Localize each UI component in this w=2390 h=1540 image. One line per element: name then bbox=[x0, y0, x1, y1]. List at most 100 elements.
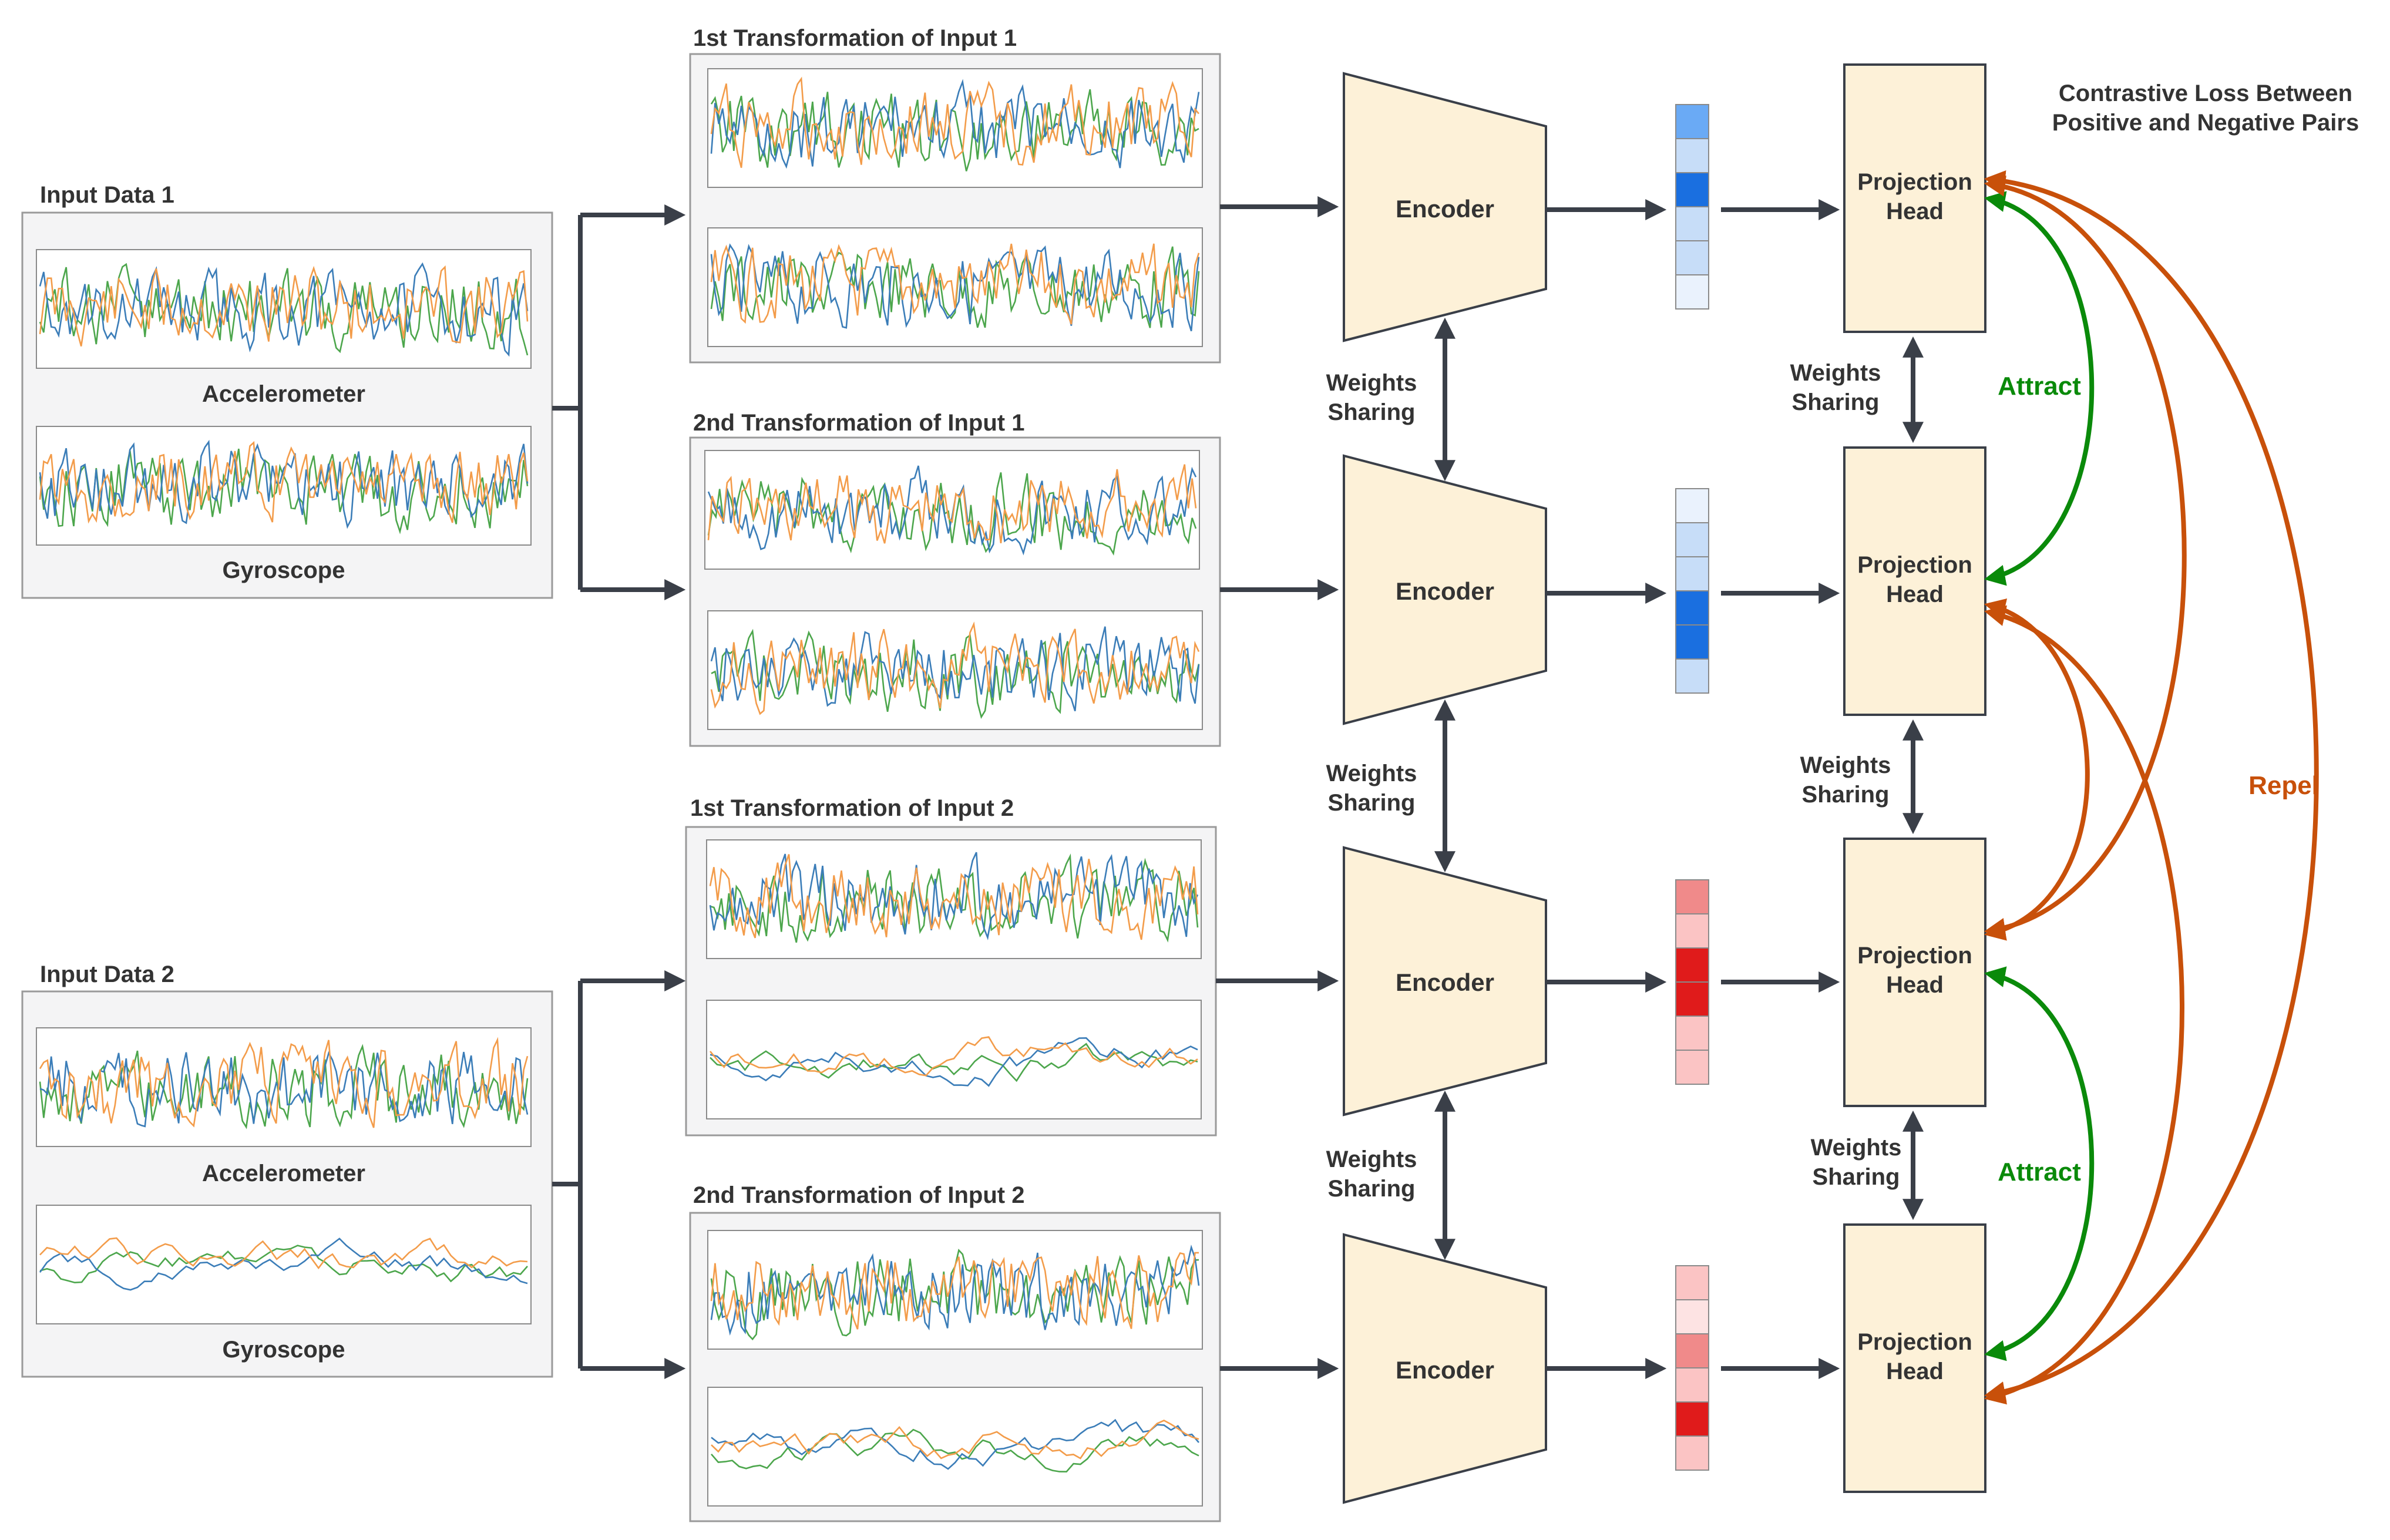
input-2-title: Input Data 2 bbox=[40, 961, 174, 987]
input-1-gyroscope-plot bbox=[36, 426, 532, 546]
signal-trace bbox=[709, 1036, 1198, 1077]
projection-head-4-line2: Head bbox=[1886, 1359, 1944, 1384]
projection-head-4: Projection Head bbox=[1843, 1223, 1986, 1493]
embedding-vector-3 bbox=[1675, 879, 1709, 1085]
signal-trace bbox=[39, 1237, 528, 1270]
embedding-cell bbox=[1675, 488, 1709, 523]
embedding-cell bbox=[1675, 172, 1709, 207]
embedding-cell bbox=[1675, 1435, 1709, 1471]
contrastive-title-line1: Contrastive Loss Between bbox=[2059, 80, 2352, 106]
embedding-cell bbox=[1675, 913, 1709, 949]
signal-trace bbox=[711, 1420, 1199, 1460]
transformation-1-title: 1st Transformation of Input 1 bbox=[693, 25, 1017, 51]
projection-weights-sharing-1-line2: Sharing bbox=[1792, 389, 1880, 415]
embedding-cell bbox=[1675, 947, 1709, 983]
embedding-to-projection-arrows bbox=[1721, 199, 1840, 1379]
signal-trace bbox=[39, 1245, 528, 1284]
repel-label: Repel bbox=[2248, 771, 2319, 800]
signal-trace bbox=[711, 1418, 1199, 1470]
projection-head-3-line1: Projection bbox=[1857, 943, 1972, 969]
encoder-weights-sharing-1-line2: Sharing bbox=[1328, 399, 1416, 425]
encoder-2: Encoder bbox=[1343, 454, 1547, 725]
projection-head-2: Projection Head bbox=[1843, 446, 1986, 716]
signal-trace bbox=[710, 626, 1200, 711]
signal-trace bbox=[710, 243, 1200, 332]
embedding-vector-1 bbox=[1675, 104, 1709, 310]
embedding-cell bbox=[1675, 1367, 1709, 1403]
projection-weights-sharing-2-line2: Sharing bbox=[1802, 782, 1890, 808]
signal-trace bbox=[39, 263, 529, 356]
embedding-cell bbox=[1675, 274, 1709, 310]
embedding-cell bbox=[1675, 1050, 1709, 1085]
signal-trace bbox=[710, 1037, 1198, 1087]
encoder-2-label: Encoder bbox=[1396, 577, 1494, 605]
signal-trace bbox=[710, 79, 1200, 169]
projection-head-1-line2: Head bbox=[1886, 199, 1944, 224]
projection-weights-sharing-2-line1: Weights bbox=[1800, 752, 1891, 778]
signal-trace bbox=[39, 441, 529, 524]
embedding-cell bbox=[1675, 624, 1709, 660]
projection-weights-sharing-3-line2: Sharing bbox=[1813, 1164, 1900, 1190]
signal-trace bbox=[710, 1043, 1198, 1082]
embedding-cell bbox=[1675, 138, 1709, 173]
projection-weights-sharing-3-line1: Weights bbox=[1811, 1135, 1902, 1161]
input-1-title: Input Data 1 bbox=[40, 182, 174, 208]
embedding-cell bbox=[1675, 240, 1709, 275]
projection-head-4-line1: Projection bbox=[1857, 1329, 1972, 1355]
projection-head-3-line2: Head bbox=[1886, 972, 1944, 998]
input-2-gyroscope-label: Gyroscope bbox=[223, 1337, 345, 1363]
signal-trace bbox=[39, 265, 529, 347]
transformation-2-title: 2nd Transformation of Input 1 bbox=[693, 410, 1024, 436]
transformation-4-title: 2nd Transformation of Input 2 bbox=[693, 1182, 1024, 1208]
encoder-to-embedding-arrows bbox=[1546, 199, 1667, 1379]
signal-trace bbox=[710, 853, 1199, 943]
embedding-cell bbox=[1675, 981, 1709, 1017]
encoder-1: Encoder bbox=[1343, 72, 1547, 342]
embedding-cell bbox=[1675, 104, 1709, 139]
signal-trace bbox=[710, 89, 1199, 172]
signal-trace bbox=[39, 262, 529, 357]
signal-trace bbox=[39, 439, 529, 529]
transformation-2-plot-bottom bbox=[707, 610, 1203, 730]
encoder-3: Encoder bbox=[1343, 846, 1547, 1117]
projection-head-3: Projection Head bbox=[1843, 838, 1986, 1107]
input-2-gyroscope-plot bbox=[36, 1205, 532, 1324]
transform-to-encoder-arrows bbox=[1216, 196, 1339, 1379]
embedding-cell bbox=[1675, 1401, 1709, 1437]
encoder-weights-sharing-2-line2: Sharing bbox=[1328, 790, 1416, 816]
attract-label-bottom: Attract bbox=[1998, 1158, 2081, 1186]
projection-weights-sharing-1-line1: Weights bbox=[1790, 360, 1881, 386]
encoder-1-label: Encoder bbox=[1396, 195, 1494, 223]
projection-head-2-line1: Projection bbox=[1857, 552, 1972, 578]
signal-trace bbox=[39, 1037, 529, 1128]
input-1-accelerometer-label: Accelerometer bbox=[202, 381, 365, 407]
embedding-cell bbox=[1675, 206, 1709, 241]
signal-trace bbox=[710, 243, 1200, 325]
projection-head-2-line2: Head bbox=[1886, 581, 1944, 607]
projection-head-1-line1: Projection bbox=[1857, 169, 1972, 195]
encoder-weights-sharing-3-line1: Weights bbox=[1326, 1146, 1417, 1172]
embedding-vector-4 bbox=[1675, 1265, 1709, 1471]
signal-trace bbox=[709, 854, 1199, 940]
signal-trace bbox=[707, 472, 1197, 556]
embedding-cell bbox=[1675, 590, 1709, 626]
repel-arrows bbox=[1984, 170, 2319, 1405]
signal-trace bbox=[710, 621, 1200, 715]
input-1-gyroscope-label: Gyroscope bbox=[223, 557, 345, 583]
embedding-cell bbox=[1675, 1333, 1709, 1368]
input-2-accelerometer-label: Accelerometer bbox=[202, 1161, 365, 1186]
encoder-4: Encoder bbox=[1343, 1233, 1547, 1504]
signal-trace bbox=[707, 464, 1197, 544]
projection-head-1: Projection Head bbox=[1843, 63, 1986, 333]
embedding-cell bbox=[1675, 1299, 1709, 1334]
transformation-1-plot-bottom bbox=[707, 227, 1203, 347]
contrastive-title-line2: Positive and Negative Pairs bbox=[2052, 110, 2359, 136]
encoder-weights-sharing-1-line1: Weights bbox=[1326, 370, 1417, 396]
embedding-cell bbox=[1675, 1016, 1709, 1051]
embedding-cell bbox=[1675, 556, 1709, 591]
transformation-4-plot-top bbox=[707, 1230, 1203, 1350]
embedding-cell bbox=[1675, 1265, 1709, 1300]
encoder-4-label: Encoder bbox=[1396, 1356, 1494, 1384]
